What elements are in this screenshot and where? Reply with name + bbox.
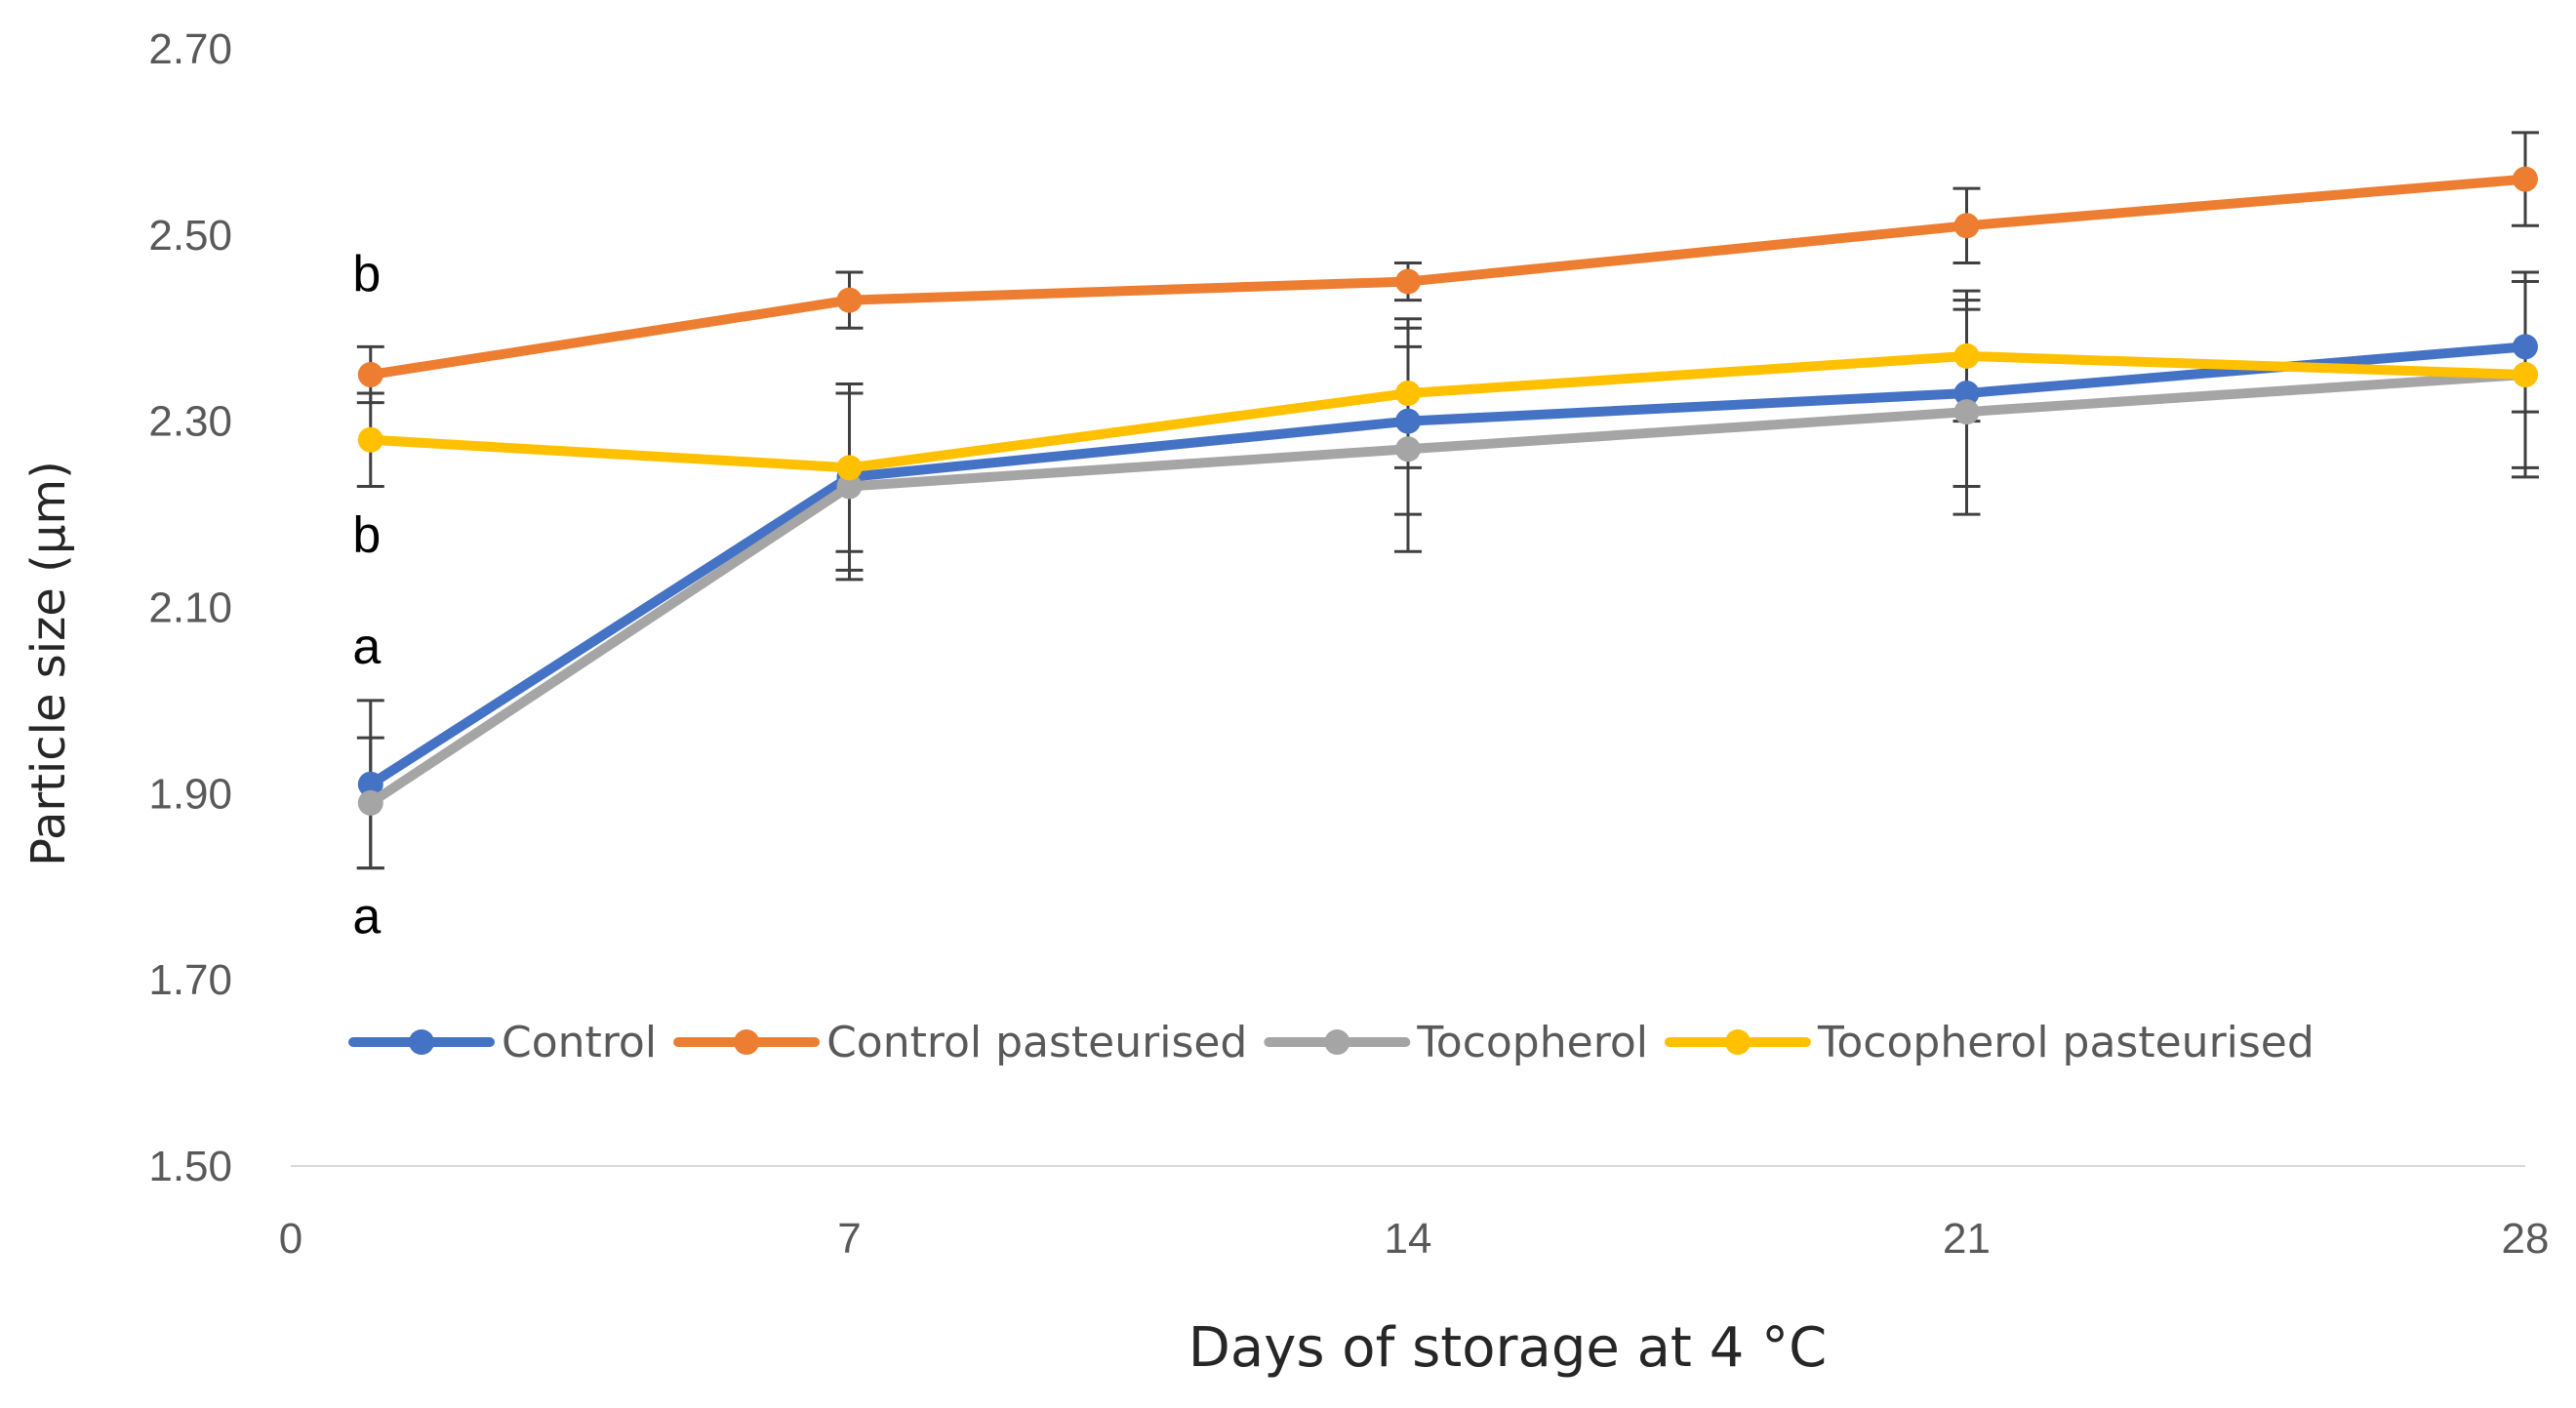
- y-tick-label: 1.90: [148, 770, 232, 818]
- y-tick-label: 1.50: [148, 1143, 232, 1190]
- data-series: [357, 166, 2538, 816]
- data-point: [836, 473, 863, 500]
- annotation-letter: a: [352, 619, 381, 675]
- legend-marker: [1724, 1029, 1751, 1055]
- legend-item: Tocopherol: [1264, 1018, 1648, 1067]
- series-control-pasteurised: [357, 166, 2538, 387]
- y-tick-label: 2.70: [148, 25, 232, 73]
- data-point: [1953, 399, 1980, 425]
- legend-marker: [734, 1029, 760, 1055]
- data-point: [1953, 342, 1980, 369]
- legend-marker: [409, 1029, 434, 1055]
- x-tick-label: 14: [1385, 1215, 1432, 1263]
- data-point: [1953, 381, 1980, 407]
- y-tick-label: 2.10: [148, 584, 232, 632]
- legend-label: Tocopherol: [1416, 1018, 1648, 1067]
- legend-label: Tocopherol pasteurised: [1817, 1018, 2314, 1067]
- data-point: [836, 455, 863, 481]
- legend-item: Control pasteurised: [673, 1018, 1247, 1067]
- x-tick-label: 21: [1943, 1215, 1991, 1263]
- y-axis-ticks: 1.50 1.70 1.90 2.10 2.30 2.50 2.70: [148, 25, 232, 1190]
- data-point: [357, 361, 383, 387]
- x-tick-label: 28: [2502, 1215, 2550, 1263]
- x-tick-label: 0: [279, 1215, 302, 1263]
- series-line: [365, 174, 2530, 380]
- data-point: [1395, 408, 1421, 434]
- series-line: [365, 342, 2530, 789]
- data-point: [1395, 268, 1421, 295]
- annotation-letter: b: [352, 246, 381, 302]
- data-point: [357, 426, 383, 453]
- series-tocopherol-pasteurised: [357, 342, 2538, 481]
- legend-label: Control pasteurised: [826, 1018, 1247, 1067]
- data-point: [357, 771, 383, 797]
- series-line: [365, 369, 2530, 808]
- y-tick-label: 2.30: [148, 398, 232, 446]
- y-axis-title: Particle size (µm): [21, 461, 76, 866]
- data-point: [1953, 213, 1980, 239]
- legend: Control Control pasteurised Tocopherol Toco…: [348, 1018, 2314, 1067]
- data-point: [836, 287, 863, 313]
- series-tocopherol: [357, 361, 2538, 816]
- legend-label: Control: [502, 1018, 657, 1067]
- x-tick-label: 7: [837, 1215, 861, 1263]
- x-axis-ticks: 0 7 14 21 28: [279, 1215, 2550, 1263]
- legend-item: Tocopherol pasteurised: [1664, 1018, 2314, 1067]
- data-point: [2513, 166, 2538, 192]
- annotation-letter: b: [352, 506, 381, 563]
- data-point: [2513, 334, 2538, 360]
- series-control: [357, 334, 2538, 797]
- data-point: [357, 789, 383, 816]
- data-point: [2513, 361, 2538, 387]
- error-bars: [356, 131, 2539, 870]
- data-point: [1395, 381, 1421, 407]
- y-tick-label: 1.70: [148, 956, 232, 1004]
- y-tick-label: 2.50: [148, 212, 232, 260]
- data-point: [1395, 436, 1421, 463]
- legend-marker: [1324, 1029, 1350, 1055]
- annotation-letter: a: [352, 888, 381, 945]
- legend-item: Control: [348, 1018, 657, 1067]
- x-axis-title: Days of storage at 4 °C: [1188, 1316, 1827, 1380]
